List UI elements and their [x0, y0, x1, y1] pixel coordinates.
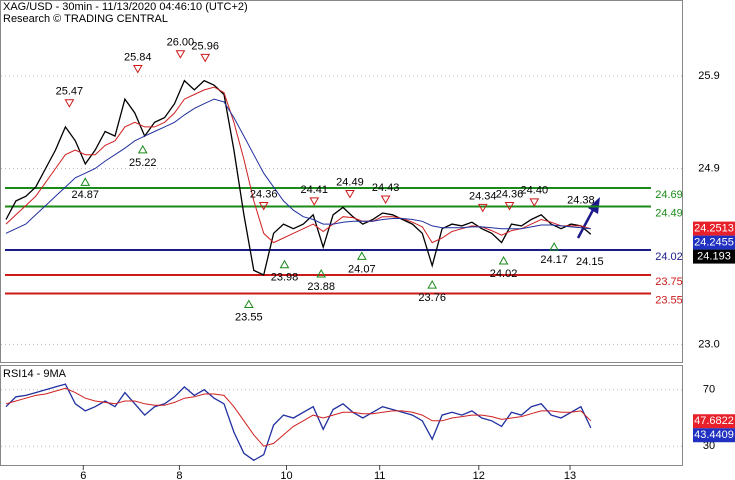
- low-label: 24.07: [348, 263, 376, 275]
- high-label: 24.34: [469, 190, 497, 202]
- price-box: [693, 428, 735, 443]
- level-label: 24.69: [655, 189, 683, 201]
- low-label: 24.87: [71, 189, 99, 201]
- price-box-label: 24.2455: [694, 236, 734, 248]
- chart-title: XAG/USD - 30min - 11/13/2020 04:46:10 (U…: [3, 1, 248, 13]
- low-label: 24.02: [490, 268, 518, 280]
- low-marker: [316, 268, 327, 278]
- high-label: 24.43: [372, 182, 400, 194]
- level-label: 24.49: [655, 207, 683, 219]
- series-line: [5, 86, 591, 244]
- low-marker: [549, 242, 559, 251]
- high-marker: [345, 189, 355, 199]
- y-tick-label: 23.0: [698, 338, 719, 350]
- low-marker: [80, 177, 91, 186]
- high-label: 25.47: [56, 86, 84, 98]
- price-label: 24.38: [567, 195, 595, 207]
- y-tick-label: 30: [703, 440, 715, 452]
- high-marker: [309, 197, 320, 206]
- price-box: [693, 414, 735, 429]
- x-tick-label: 11: [374, 470, 385, 480]
- high-marker: [132, 65, 143, 74]
- x-tick-label: 13: [564, 470, 576, 480]
- high-marker: [64, 99, 75, 108]
- low-label: 25.22: [129, 157, 157, 169]
- high-marker: [477, 203, 488, 213]
- price-box-label: 24.193: [697, 250, 731, 262]
- high-marker: [175, 50, 186, 59]
- series-line: [5, 387, 592, 447]
- high-label: 26.00: [167, 37, 195, 49]
- y-tick-label: 70: [703, 384, 715, 396]
- price-box-label: 43.4409: [694, 429, 734, 441]
- low-label: 23.76: [418, 292, 446, 304]
- high-label: 25.84: [124, 51, 152, 63]
- x-tick-label: 8: [176, 470, 182, 480]
- price-box-label: 24.2513: [694, 222, 734, 234]
- level-label: 23.55: [655, 294, 683, 306]
- series-line: [5, 383, 592, 462]
- low-marker: [498, 255, 509, 265]
- high-marker: [258, 202, 269, 211]
- high-marker: [529, 198, 540, 207]
- low-marker: [137, 144, 148, 154]
- rsi-title: RSI14 - 9MA: [3, 368, 67, 380]
- y-tick-label: 24.9: [698, 162, 719, 174]
- x-tick-label: 10: [280, 470, 292, 480]
- low-label: 23.88: [307, 281, 335, 293]
- high-marker: [380, 195, 391, 205]
- y-tick-label: 25.9: [698, 70, 719, 82]
- price-box: [693, 235, 735, 250]
- low-marker: [243, 299, 254, 309]
- price-label: 24.15: [576, 256, 604, 268]
- level-label: 23.75: [655, 276, 683, 288]
- high-marker: [200, 53, 211, 63]
- high-label: 24.40: [521, 185, 549, 197]
- high-marker: [504, 202, 515, 211]
- series-line: [5, 98, 591, 234]
- rsi-panel: [0, 365, 683, 466]
- series-line: [5, 79, 592, 276]
- low-label: 24.17: [540, 254, 568, 266]
- level-label: 24.02: [655, 251, 683, 263]
- low-marker: [279, 259, 290, 269]
- high-label: 24.49: [336, 176, 364, 188]
- price-box: [693, 249, 735, 264]
- price-box: [693, 221, 735, 236]
- low-label: 23.55: [235, 311, 263, 323]
- low-label: 23.98: [271, 272, 299, 284]
- low-marker: [356, 251, 367, 260]
- chart-subtitle: Research © TRADING CENTRAL: [3, 13, 168, 25]
- x-tick-label: 12: [473, 470, 485, 480]
- x-tick-label: 6: [80, 470, 86, 480]
- high-label: 24.36: [250, 188, 278, 200]
- high-label: 25.96: [191, 40, 219, 52]
- low-marker: [427, 280, 438, 289]
- high-label: 24.41: [300, 184, 328, 196]
- price-box-label: 47.6822: [694, 415, 734, 427]
- projection-arrow: [576, 207, 596, 239]
- price-panel: [0, 0, 683, 363]
- high-label: 24.36: [496, 188, 524, 200]
